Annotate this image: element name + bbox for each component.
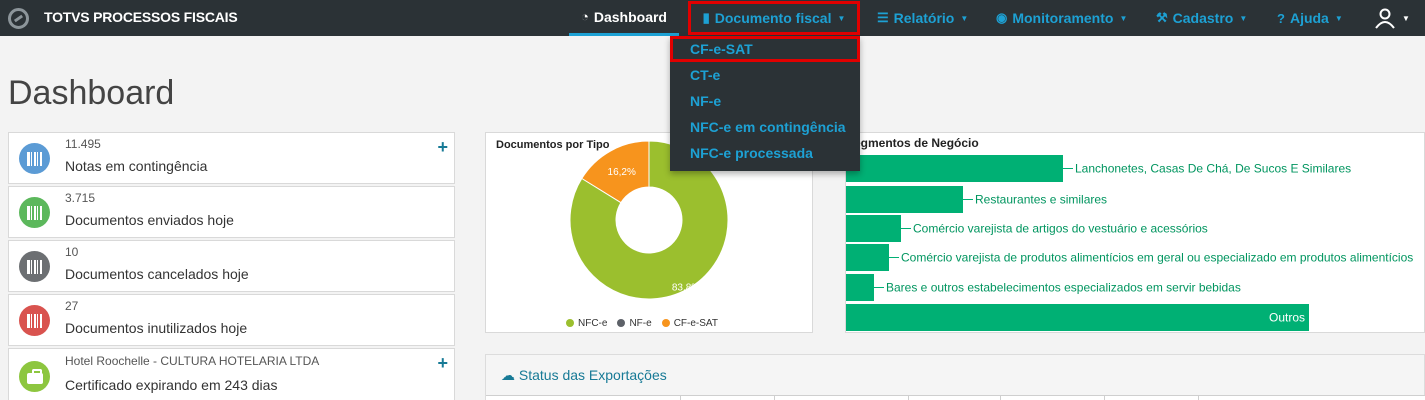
donut-slice-nfc-e[interactable]	[569, 140, 729, 300]
card-count: 10	[65, 245, 79, 259]
dropdown-item-nfc-e-contingencia[interactable]: NFC-e em contingência	[690, 119, 846, 135]
card-label: Documentos inutilizados hoje	[65, 320, 248, 336]
segment-label: Comércio varejista de artigos do vestuár…	[913, 222, 1208, 236]
legend-label: CF-e-SAT	[673, 318, 718, 329]
plus-icon[interactable]: +	[437, 353, 448, 373]
segment-label: Restaurantes e similares	[975, 193, 1107, 207]
page-title: Dashboard	[8, 74, 175, 112]
segment-bar[interactable]	[846, 274, 874, 301]
card-label: Certificado expirando em 243 dias	[65, 377, 278, 393]
segment-bar[interactable]	[846, 215, 901, 242]
nav-cadastro[interactable]: ⚒ Cadastro ▼	[1156, 0, 1247, 36]
card-label: Documentos enviados hoje	[65, 212, 234, 228]
dropdown-item-cf-e-sat[interactable]: CF-e-SAT	[670, 36, 860, 62]
segment-bar[interactable]	[846, 186, 963, 213]
legend-item-nfc-e[interactable]: NFC-e	[566, 318, 607, 329]
caret-down-icon: ▼	[960, 13, 969, 23]
chart-title: Documentos por Tipo	[496, 139, 610, 151]
donut-chart: 16,2% 83,8%	[569, 140, 729, 300]
totvs-logo-icon[interactable]	[8, 8, 29, 29]
legend-label: NFC-e	[578, 318, 608, 329]
segment-bar[interactable]	[846, 155, 1063, 182]
chart-title: Segmentos de Negócio	[846, 136, 979, 150]
top-navbar: TOTVS PROCESSOS FISCAIS ◔ Dashboard ▮ Do…	[0, 0, 1425, 36]
cloud-upload-icon: ☁	[501, 367, 515, 383]
caret-down-icon: ▼	[1119, 13, 1128, 23]
card-documentos-inutilizados[interactable]: 27 Documentos inutilizados hoje	[8, 294, 455, 346]
segment-label: Lanchonetes, Casas De Chá, De Sucos E Si…	[1075, 162, 1351, 176]
card-count: 27	[65, 299, 79, 313]
segment-label: Comércio varejista de produtos alimentíc…	[901, 251, 1413, 265]
segment-bar[interactable]	[846, 244, 889, 271]
card-documentos-enviados[interactable]: 3.715 Documentos enviados hoje	[8, 186, 455, 238]
card-documentos-cancelados[interactable]: 10 Documentos cancelados hoje	[8, 240, 455, 292]
donut-value-label: 83,8%	[672, 282, 700, 293]
segment-label: Outros	[1269, 311, 1305, 325]
segmentos-bar-chart: Segmentos de Negócio Lanchonetes, Casas D…	[846, 136, 1413, 331]
briefcase-icon	[19, 361, 50, 392]
eye-icon: ◉	[996, 10, 1008, 25]
nav-documento-fiscal[interactable]: ▮ Documento fiscal ▼	[688, 1, 860, 35]
table-column-divider	[774, 396, 775, 400]
barcode-icon	[19, 251, 50, 282]
status-exportacoes-panel: ☁ Status das Exportações	[485, 354, 1425, 400]
legend-item-nf-e[interactable]: NF-e	[617, 318, 652, 329]
documento-fiscal-dropdown: CF-e-SAT CT-e NF-e NFC-e em contingência…	[670, 36, 860, 171]
table-column-divider	[1198, 396, 1199, 400]
table-column-divider	[680, 396, 681, 400]
legend-label: NF-e	[629, 318, 652, 329]
segmentos-negocio-panel: Segmentos de Negócio Lanchonetes, Casas D…	[845, 132, 1425, 333]
nav-ajuda-label: Ajuda	[1289, 10, 1329, 26]
caret-down-icon: ▼	[1239, 13, 1248, 23]
nav-documento-fiscal-label: Documento fiscal	[714, 10, 832, 26]
segment-bar[interactable]	[846, 304, 1309, 331]
table-column-divider	[1000, 396, 1001, 400]
plus-icon[interactable]: +	[437, 137, 448, 157]
caret-down-icon: ▼	[837, 13, 846, 23]
nav-monitoramento[interactable]: ◉ Monitoramento ▼	[996, 0, 1127, 36]
nav-dashboard-label: Dashboard	[593, 8, 667, 25]
status-title: ☁ Status das Exportações	[501, 367, 667, 384]
barcode-icon	[19, 305, 50, 336]
card-certificado-expirando[interactable]: Hotel Roochelle - CULTURA HOTELARIA LTDA…	[8, 348, 455, 400]
legend-item-cf-e-sat[interactable]: CF-e-SAT	[661, 318, 718, 329]
status-title-label: Status das Exportações	[518, 367, 667, 383]
dropdown-item-nfc-e-processada[interactable]: NFC-e processada	[690, 145, 813, 161]
caret-down-icon: ▼	[1334, 13, 1343, 23]
nav-cadastro-label: Cadastro	[1172, 10, 1234, 26]
nav-relatorio[interactable]: ☰ Relatório ▼	[877, 0, 968, 36]
nav-ajuda[interactable]: ? Ajuda ▼	[1277, 0, 1343, 36]
user-menu[interactable]: ▼	[1374, 0, 1410, 36]
card-count: 11.495	[65, 137, 101, 151]
sitemap-icon: ⚒	[1156, 10, 1168, 25]
card-label: Documentos cancelados hoje	[65, 266, 249, 282]
status-table	[486, 395, 1425, 400]
segment-label: Bares e outros estabelecimentos especial…	[886, 281, 1241, 295]
card-company: Hotel Roochelle - CULTURA HOTELARIA LTDA	[65, 354, 320, 368]
table-column-divider	[1104, 396, 1105, 400]
card-label: Notas em contingência	[65, 158, 208, 174]
report-list-icon: ☰	[877, 10, 889, 25]
app-title[interactable]: TOTVS PROCESSOS FISCAIS	[44, 9, 238, 25]
dashboard-gauge-icon: ◔	[581, 9, 589, 24]
caret-down-icon: ▼	[1402, 13, 1410, 23]
dropdown-item-nf-e[interactable]: NF-e	[690, 93, 722, 109]
question-circle-icon: ?	[1277, 10, 1285, 26]
dropdown-item-ct-e[interactable]: CT-e	[690, 67, 721, 83]
nav-monitoramento-label: Monitoramento	[1012, 10, 1114, 26]
file-icon: ▮	[702, 10, 710, 25]
user-icon	[1375, 8, 1395, 29]
donut-value-label: 16,2%	[608, 167, 636, 178]
barcode-icon	[19, 143, 50, 174]
chart-legend: NFC-e NF-e CF-e-SAT	[566, 318, 718, 329]
barcode-icon	[19, 197, 50, 228]
nav-relatorio-label: Relatório	[893, 10, 955, 26]
table-column-divider	[908, 396, 909, 400]
card-count: 3.715	[65, 191, 96, 205]
nav-dashboard[interactable]: ◔ Dashboard	[569, 0, 679, 36]
card-notas-contingencia[interactable]: 11.495 Notas em contingência +	[8, 132, 455, 184]
